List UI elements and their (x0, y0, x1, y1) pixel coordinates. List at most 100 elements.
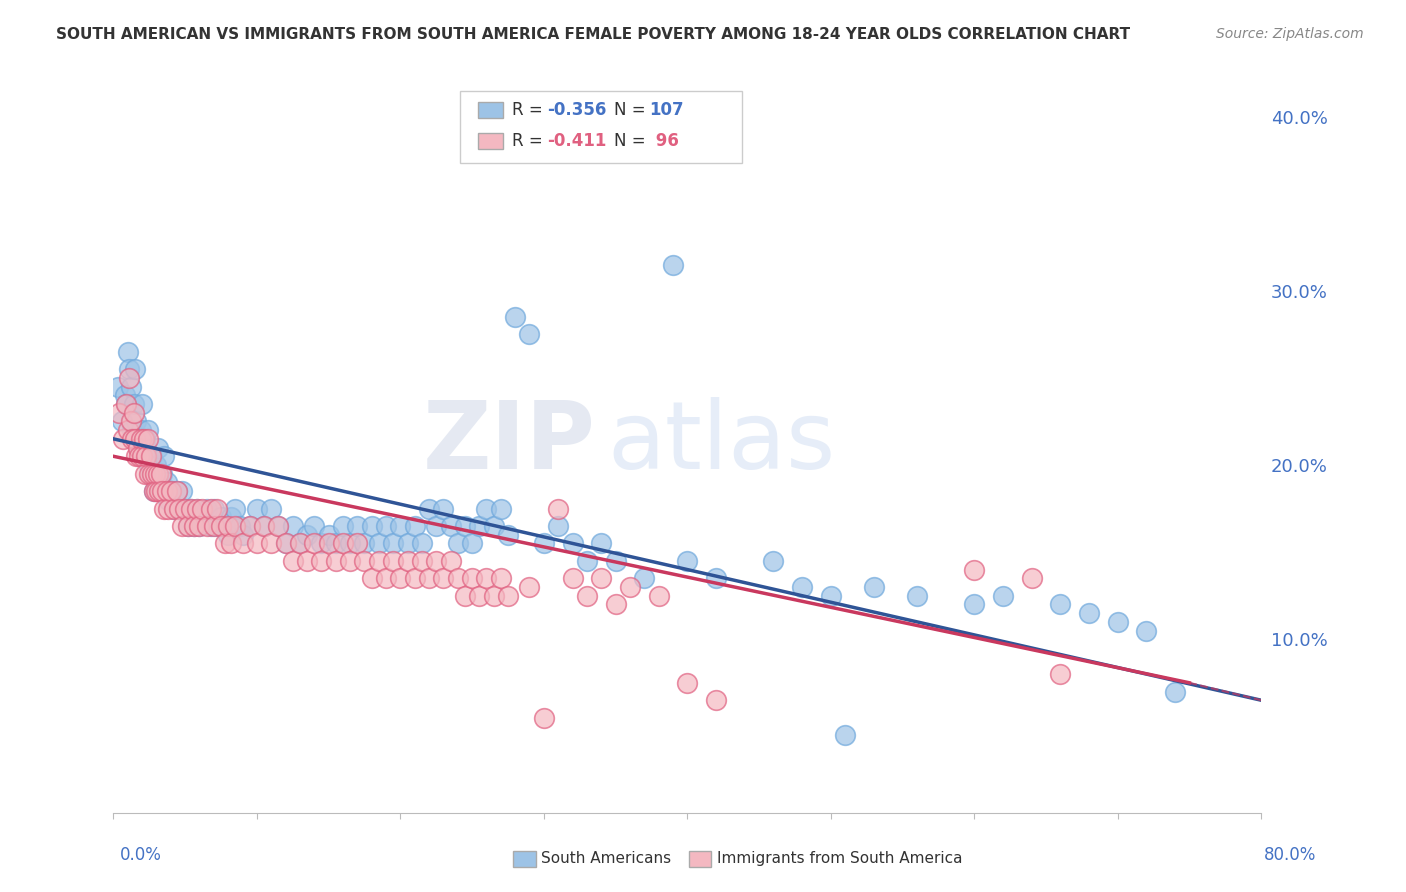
Point (367, 536, 389, 550)
Point (141, 450, 163, 464)
Point (246, 501, 269, 516)
Point (360, 519, 382, 533)
Point (112, 432, 135, 446)
Point (177, 519, 200, 533)
Point (214, 536, 236, 550)
Point (125, 450, 148, 464)
Point (862, 580, 884, 594)
Point (166, 484, 188, 499)
Point (131, 397, 153, 411)
Point (146, 467, 169, 481)
Point (411, 554, 433, 568)
Point (128, 450, 150, 464)
Point (375, 571, 398, 585)
Point (575, 554, 598, 568)
Point (169, 501, 191, 516)
Point (325, 536, 347, 550)
Point (432, 501, 454, 516)
Point (411, 536, 433, 550)
Text: 0.0%: 0.0% (120, 846, 162, 863)
Point (260, 501, 283, 516)
Point (704, 693, 727, 707)
Point (304, 536, 326, 550)
Point (311, 536, 333, 550)
Point (396, 536, 419, 550)
Point (183, 519, 205, 533)
Text: South Americans: South Americans (541, 851, 672, 865)
Point (253, 519, 276, 533)
Point (195, 519, 218, 533)
Point (475, 571, 498, 585)
Point (114, 388, 136, 402)
Point (188, 519, 211, 533)
Point (1049, 598, 1071, 612)
Point (200, 519, 222, 533)
Point (762, 554, 785, 568)
Point (482, 589, 505, 603)
Point (138, 467, 160, 481)
Point (205, 519, 228, 533)
Point (547, 501, 569, 516)
Text: Source: ZipAtlas.com: Source: ZipAtlas.com (1216, 27, 1364, 41)
Point (132, 432, 155, 446)
Text: R =: R = (512, 132, 548, 150)
Point (339, 554, 361, 568)
Point (135, 450, 157, 464)
Point (121, 423, 143, 437)
Point (174, 501, 197, 516)
Point (186, 501, 208, 516)
Text: N =: N = (614, 101, 651, 119)
Point (136, 432, 159, 446)
Point (662, 258, 685, 272)
Point (489, 571, 512, 585)
Point (121, 432, 143, 446)
Point (177, 519, 200, 533)
Point (224, 519, 246, 533)
Point (228, 519, 250, 533)
Point (142, 484, 165, 499)
Point (281, 519, 304, 533)
Point (281, 554, 304, 568)
Point (129, 423, 152, 437)
Point (191, 501, 214, 516)
Point (295, 554, 318, 568)
Point (561, 536, 583, 550)
Point (156, 492, 179, 507)
Point (224, 501, 246, 516)
Point (533, 536, 555, 550)
Point (503, 310, 526, 324)
Point (163, 501, 186, 516)
Point (260, 536, 283, 550)
Point (496, 527, 519, 541)
Point (127, 432, 149, 446)
Point (149, 467, 172, 481)
Point (128, 441, 150, 455)
Point (605, 554, 627, 568)
Point (120, 414, 142, 428)
Point (591, 536, 613, 550)
Point (188, 519, 211, 533)
Point (468, 589, 491, 603)
Point (676, 675, 699, 690)
Point (186, 501, 208, 516)
Point (180, 501, 202, 516)
Point (575, 589, 598, 603)
Point (172, 519, 194, 533)
Point (461, 536, 484, 550)
Point (132, 450, 155, 464)
Text: 107: 107 (650, 101, 685, 119)
Point (332, 519, 354, 533)
Point (439, 519, 461, 533)
Point (375, 519, 398, 533)
Point (496, 589, 519, 603)
Point (131, 450, 153, 464)
Point (150, 484, 173, 499)
Point (214, 519, 236, 533)
Text: -0.411: -0.411 (547, 132, 606, 150)
Point (145, 458, 167, 472)
Point (274, 536, 297, 550)
Point (404, 519, 426, 533)
Point (547, 519, 569, 533)
Point (155, 484, 177, 499)
Point (346, 536, 368, 550)
